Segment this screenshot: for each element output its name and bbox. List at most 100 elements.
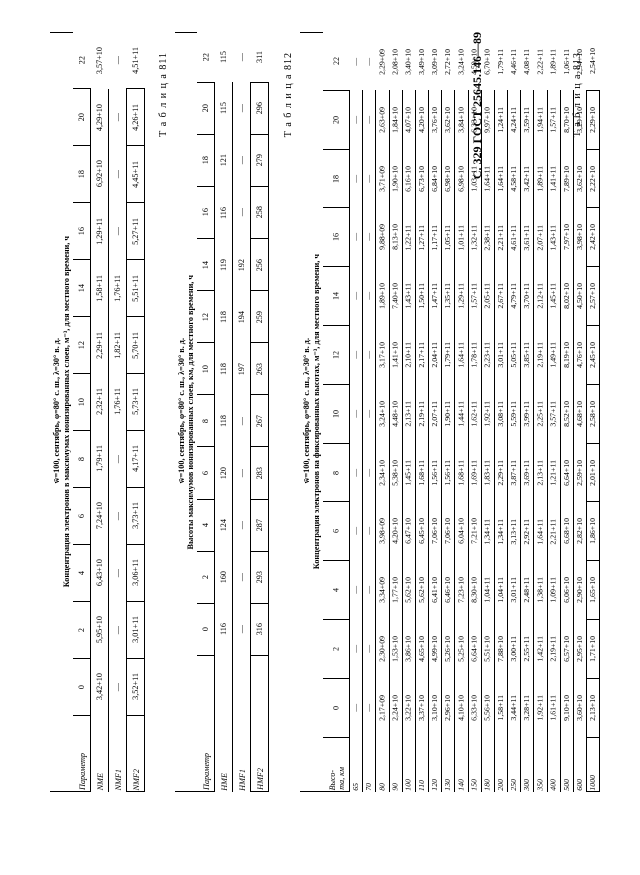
cell: —: [350, 208, 363, 267]
cell: 2,67+11: [494, 267, 507, 326]
row-param: 600: [573, 737, 586, 791]
cell: 2,42+10: [587, 208, 600, 267]
cell: 2,95+10: [573, 620, 586, 679]
cell: 1,58+11: [494, 678, 507, 737]
cell: 1,27+11: [415, 208, 428, 267]
cell: 2,29+11: [494, 443, 507, 502]
cell: 3,86+10: [402, 620, 415, 679]
cell: 3,24+10: [455, 33, 468, 91]
cell: 2,12+11: [534, 267, 547, 326]
cell: 2,07+11: [534, 208, 547, 267]
cell: 1,29+11: [455, 267, 468, 326]
cell: 6,73+10: [415, 149, 428, 208]
cell: —: [109, 601, 127, 658]
row-param: 500: [560, 737, 573, 791]
cell: 2,23+11: [481, 326, 494, 385]
cell: 3,99+11: [521, 384, 534, 443]
cell: 6,16+10: [402, 149, 415, 208]
table-row: 65————————————: [350, 33, 363, 792]
cell: —: [233, 134, 251, 186]
cell: —: [350, 502, 363, 561]
cell: 3,28+11: [521, 678, 534, 737]
cell: 6,06+10: [560, 561, 573, 620]
cell: 259: [251, 291, 269, 343]
cell: 4,20+10: [389, 502, 402, 561]
col-header: 0: [73, 658, 91, 715]
cell: —: [363, 208, 376, 267]
cell: 4,51+11: [127, 33, 145, 89]
cell: 1,64+11: [481, 149, 494, 208]
cell: 2,57+10: [587, 267, 600, 326]
cell: —: [233, 603, 251, 655]
row-param: 1000: [587, 737, 600, 791]
table-row: HME116160124120118118118119116121115115: [215, 33, 233, 792]
cell: 3,00+11: [508, 620, 521, 679]
cell: —: [109, 89, 127, 146]
cell: 311: [251, 33, 269, 83]
row-param: 140: [455, 737, 468, 791]
row-param: 100: [402, 737, 415, 791]
cell: 263: [251, 343, 269, 395]
table-row: HMF2316293287283267263259256258279296311: [251, 33, 269, 792]
row-param: HMF2: [251, 655, 269, 791]
cell: 1,50+11: [415, 267, 428, 326]
cell: 279: [251, 134, 269, 186]
cell: 3,42+11: [521, 149, 534, 208]
cell: 3,09+10: [429, 33, 442, 91]
col-header: 14: [197, 239, 215, 291]
cell: 1,62+11: [468, 384, 481, 443]
table-caption: w̄=100, сентябрь, φ=80° с. ш., λ=30° в. …: [300, 33, 323, 792]
cell: 1,84+10: [389, 90, 402, 149]
cell: 283: [251, 447, 269, 499]
cell: 3,76+10: [429, 90, 442, 149]
cell: 6,43+10: [91, 544, 109, 601]
cell: 6,33+10: [468, 90, 481, 149]
col-header: 12: [197, 291, 215, 343]
cell: 1,44+11: [455, 384, 468, 443]
cell: 9,88+09: [376, 208, 389, 267]
cell: 4,58+11: [508, 149, 521, 208]
cell: 2,04+11: [429, 326, 442, 385]
col-header: 4: [323, 561, 350, 620]
cell: —: [233, 499, 251, 551]
table-row: 902,24+101,53+101,77+104,20+105,38+104,4…: [389, 33, 402, 792]
cell: 5,51+10: [481, 620, 494, 679]
cell: 1,49+11: [547, 326, 560, 385]
cell: 8,02+10: [560, 267, 573, 326]
cell: —: [233, 187, 251, 239]
cell: 1,06+11: [560, 33, 573, 91]
cell: 115: [215, 82, 233, 134]
col-header: 0: [197, 603, 215, 655]
cell: 1,86+10: [587, 502, 600, 561]
cell: 287: [251, 499, 269, 551]
cell: 3,62+10: [573, 149, 586, 208]
cell: 3,71+09: [376, 149, 389, 208]
cell: 1,22+11: [402, 208, 415, 267]
cell: 1,68+11: [455, 443, 468, 502]
cell: 2,13+11: [402, 384, 415, 443]
cell: 1,78+11: [468, 326, 481, 385]
cell: 1,90+10: [389, 149, 402, 208]
cell: 6,33+10: [468, 678, 481, 737]
cell: 1,64+11: [455, 326, 468, 385]
cell: 1,61+11: [547, 678, 560, 737]
cell: 1,43+11: [547, 208, 560, 267]
table-caption: w̄=100, сентябрь, φ=80° с. ш., λ=30° в. …: [175, 33, 197, 792]
cell: 1,83+11: [481, 443, 494, 502]
table-row: 3501,92+111,42+111,38+111,64+112,13+112,…: [534, 33, 547, 792]
cell: —: [109, 658, 127, 715]
cell: —: [363, 620, 376, 679]
cell: 3,52+11: [127, 658, 145, 715]
col-header-param: Параметр: [197, 655, 215, 791]
row-param: 350: [534, 737, 547, 791]
cell: 3,13+11: [508, 502, 521, 561]
cell: 267: [251, 395, 269, 447]
cell: 1,89+11: [534, 149, 547, 208]
cell: —: [109, 203, 127, 260]
col-header: 6: [73, 487, 91, 544]
cell: —: [109, 146, 127, 203]
cell: 2,10+11: [402, 326, 415, 385]
col-header: 4: [197, 499, 215, 551]
cell: 5,26+10: [442, 620, 455, 679]
cell: —: [233, 395, 251, 447]
